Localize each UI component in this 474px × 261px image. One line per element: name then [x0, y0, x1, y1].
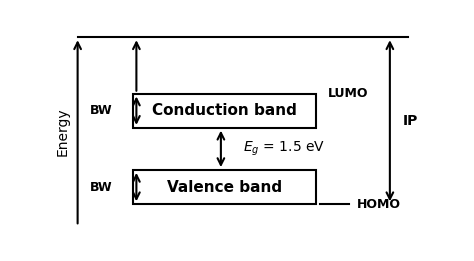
Text: Energy: Energy — [56, 108, 70, 156]
Text: HOMO: HOMO — [357, 198, 401, 211]
Bar — [133, 94, 316, 128]
Bar — [133, 170, 316, 204]
Text: IP: IP — [403, 114, 418, 128]
Text: BW: BW — [90, 104, 113, 117]
Text: LUMO: LUMO — [328, 87, 368, 100]
Text: Conduction band: Conduction band — [152, 103, 297, 118]
Text: Valence band: Valence band — [167, 180, 282, 194]
Text: $\mathit{E_g}$ = 1.5 eV: $\mathit{E_g}$ = 1.5 eV — [243, 140, 325, 158]
Text: BW: BW — [90, 181, 113, 194]
